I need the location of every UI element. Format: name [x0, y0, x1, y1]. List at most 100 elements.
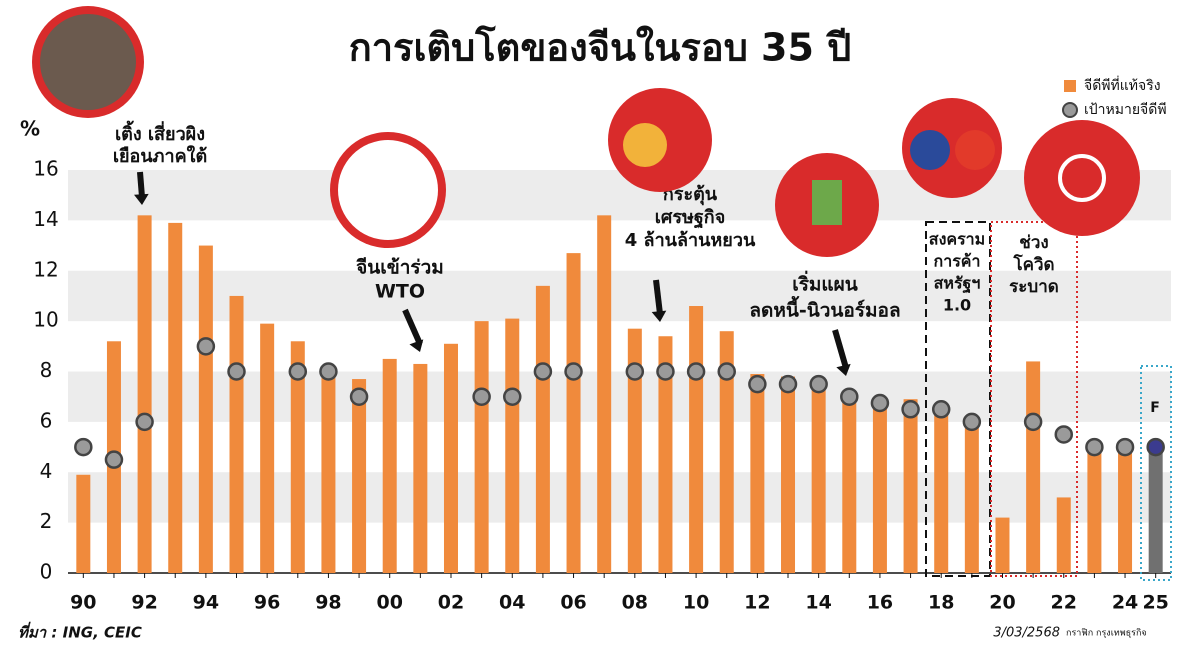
us-glove — [910, 130, 950, 170]
bar — [535, 285, 550, 573]
bar — [964, 421, 979, 573]
annotation: การค้า — [934, 252, 981, 271]
photo — [40, 14, 136, 110]
bar — [290, 341, 305, 573]
y-tick-label: 10 — [33, 308, 58, 332]
x-tick-label: 90 — [70, 592, 96, 614]
bar — [689, 306, 704, 573]
x-tick-label: 14 — [805, 592, 831, 614]
bar — [413, 363, 428, 573]
x-tick-label: 00 — [376, 592, 402, 614]
money — [812, 180, 842, 225]
legend-label: จีดีพีที่แท้จริง — [1084, 76, 1161, 94]
annotation: สงคราม — [929, 230, 985, 249]
x-tick-label: 10 — [683, 592, 709, 614]
x-tick-label: 24 — [1112, 592, 1138, 614]
grid-band — [68, 371, 1171, 422]
annotation: 4 ล้านล้านหยวน — [625, 230, 756, 251]
bar — [1056, 497, 1071, 573]
bar — [321, 376, 336, 573]
target-dot — [931, 400, 951, 419]
source: ที่มา : ING, CEIC — [18, 622, 142, 642]
target-dot — [870, 393, 890, 413]
target-dot — [503, 387, 522, 406]
bar — [260, 323, 275, 573]
target-dot — [748, 374, 767, 394]
virus — [1058, 154, 1106, 202]
annotation: กระตุ้น — [663, 184, 718, 206]
arrow-head — [134, 193, 149, 205]
target-dot — [349, 387, 369, 406]
x-tick-label: 92 — [131, 592, 157, 614]
x-tick-label: 94 — [193, 592, 219, 614]
grid-band — [68, 472, 1171, 523]
arrow-head — [409, 339, 424, 352]
y-tick-label: 8 — [40, 358, 53, 382]
arrow — [402, 308, 423, 346]
bar — [903, 399, 918, 573]
target-dot — [227, 362, 246, 381]
annotation: จีนเข้าร่วม — [356, 257, 444, 279]
target-dot — [288, 362, 308, 381]
target-dot — [1054, 425, 1074, 444]
target-dot — [1115, 437, 1135, 457]
target-dot — [809, 374, 828, 394]
x-tick-label: 04 — [499, 592, 525, 614]
y-axis-label: % — [20, 117, 40, 141]
bar — [872, 401, 887, 573]
trade-war-box — [925, 221, 991, 577]
x-tick-label: 12 — [744, 592, 770, 614]
target-dot — [135, 412, 154, 432]
y-tick-label: 6 — [40, 408, 53, 432]
bar — [76, 474, 91, 573]
annotation: ระบาด — [1009, 277, 1059, 297]
bar — [198, 245, 213, 573]
target-dot — [319, 362, 338, 381]
bar — [443, 343, 458, 573]
target-dot — [656, 362, 675, 381]
y-tick-label: 2 — [40, 509, 53, 533]
annotation: ช่วง — [1019, 233, 1048, 253]
x-tick-label: 98 — [315, 592, 341, 614]
annotation: เยือนภาคใต้ — [113, 145, 207, 167]
bar — [627, 328, 642, 573]
bar — [505, 318, 520, 573]
y-tick-label: 0 — [40, 560, 53, 584]
arrow — [137, 171, 145, 198]
arrow — [653, 279, 663, 315]
target-dot — [1085, 437, 1104, 457]
chart-title: การเติบโตของจีนในรอบ 35 ปี — [349, 25, 852, 70]
y-tick-label: 4 — [40, 459, 53, 483]
bar — [1148, 447, 1163, 573]
x-tick-label: 02 — [438, 592, 464, 614]
annotation: F — [1150, 400, 1160, 416]
bar — [168, 222, 183, 574]
target-dot — [840, 387, 859, 406]
x-tick-label: 96 — [254, 592, 280, 614]
target-dot — [74, 437, 93, 457]
china-glove — [955, 130, 995, 170]
annotation: เศรษฐกิจ — [655, 207, 726, 229]
target-dot — [533, 362, 553, 381]
trade-war-icon — [902, 98, 1002, 198]
target-dot — [196, 337, 216, 356]
x-tick-label: 22 — [1051, 592, 1077, 614]
legend-swatch — [1064, 80, 1076, 92]
date: 3/03/2568 — [993, 626, 1060, 641]
target-dot — [104, 450, 124, 469]
bar — [719, 331, 734, 573]
grid-band — [68, 270, 1171, 322]
x-tick-label: 18 — [928, 592, 954, 614]
annotation: เริ่มแผน — [792, 271, 858, 296]
bar — [750, 374, 765, 573]
annotation: WTO — [375, 281, 425, 303]
y-tick-label: 16 — [33, 157, 58, 181]
wto-logo — [338, 140, 438, 240]
bar — [382, 358, 397, 573]
x-tick-label: 25 — [1142, 592, 1168, 614]
bar — [474, 321, 489, 573]
bar — [229, 295, 244, 573]
bar — [597, 215, 612, 573]
